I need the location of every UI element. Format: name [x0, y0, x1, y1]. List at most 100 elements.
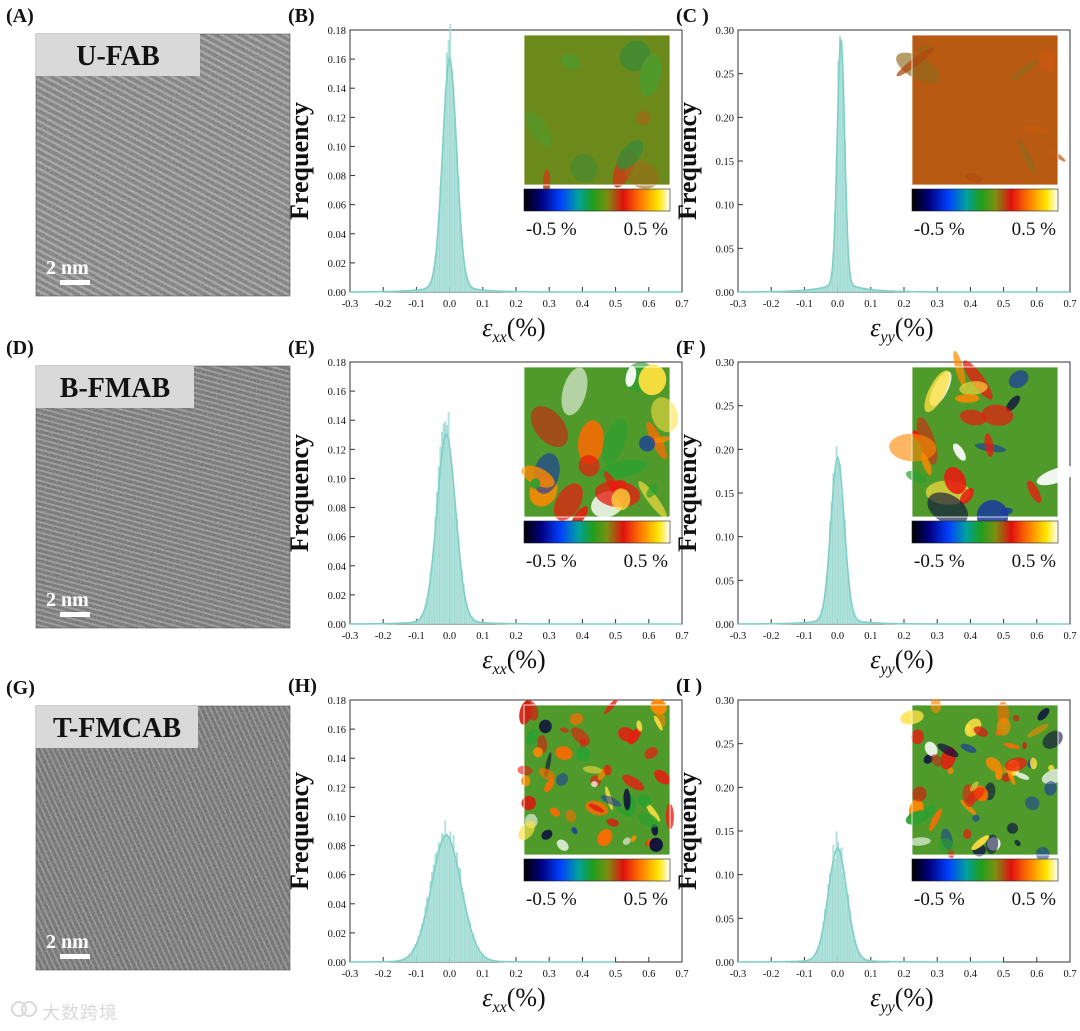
colorbar	[523, 520, 671, 544]
x-tick-label: 0.2	[509, 299, 522, 310]
strain-feature	[630, 835, 637, 843]
x-tick-label: -0.1	[796, 299, 813, 310]
strain-feature	[623, 788, 631, 811]
tem-panel: (A) U-FAB 2 nm	[6, 5, 291, 297]
histogram-bar	[469, 922, 472, 963]
strain-feature	[969, 781, 979, 792]
histogram-plot: (E) 0.00 0.02 0.04 0.06 0.08 0.10 0.12 0.14 0.16 0…	[285, 337, 689, 678]
histogram-bar	[447, 836, 450, 963]
strain-feature	[1007, 770, 1016, 786]
histogram-bar	[424, 906, 427, 963]
histogram-bar	[830, 869, 833, 963]
strain-feature	[644, 747, 658, 759]
y-tick-label: 0.12	[328, 113, 346, 124]
x-tick-label: 0.4	[576, 299, 590, 310]
strain-feature	[521, 795, 536, 811]
histogram-bar	[442, 423, 445, 625]
x-tick-label: 0.2	[897, 969, 910, 980]
x-tick-label: 0.5	[997, 969, 1010, 980]
strain-feature	[645, 802, 661, 822]
strain-feature	[1005, 395, 1021, 412]
x-tick-label: 0.0	[831, 631, 844, 642]
strain-feature	[578, 420, 604, 465]
y-axis-title: Frequency	[285, 772, 314, 890]
strain-feature	[1000, 507, 1013, 516]
strain-feature	[653, 436, 670, 443]
strain-feature	[1036, 466, 1077, 486]
histogram-bar	[839, 464, 841, 625]
watermark: 大数跨境	[10, 996, 150, 1026]
strain-feature	[947, 767, 954, 775]
strain-feature	[599, 459, 648, 479]
strain-feature	[1041, 768, 1067, 785]
strain-map-background	[912, 705, 1058, 855]
sample-label-box	[36, 366, 194, 408]
x-tick-label: 0.3	[931, 969, 944, 980]
strain-feature	[905, 470, 927, 483]
histogram-bar	[434, 853, 437, 963]
strain-feature	[955, 393, 980, 403]
histogram-bar	[835, 446, 838, 625]
histogram-plot: (F ) 0.00 0.05 0.10 0.15 0.20 0.25 0.30 -0.3 -0.2…	[673, 337, 1077, 678]
strain-feature	[1022, 741, 1027, 750]
strain-feature	[559, 727, 569, 733]
colorbar	[911, 188, 1059, 212]
x-tick-label: 0.2	[509, 631, 522, 642]
fit-curve	[350, 834, 615, 963]
x-tick-label: 0.2	[897, 631, 910, 642]
fit-curve	[737, 455, 1070, 625]
strain-feature	[959, 381, 988, 395]
strain-feature	[530, 406, 568, 448]
strain-feature	[517, 765, 533, 776]
histogram-bar	[437, 466, 440, 625]
histogram-bar	[436, 492, 438, 625]
tem-panel: (D) B-FMAB 2 nm	[6, 337, 291, 629]
histogram-plot: (I ) 0.00 0.05 0.10 0.15 0.20 0.25 0.30 -0.3 -0.2…	[673, 675, 1077, 1016]
strain-feature	[985, 834, 999, 855]
strain-feature	[533, 747, 543, 758]
strain-feature	[1015, 772, 1030, 780]
strain-feature	[981, 404, 1014, 426]
y-tick-label: 0.10	[328, 474, 346, 485]
x-tick-label: 0.4	[964, 299, 978, 310]
strain-feature	[924, 370, 950, 413]
histogram-bar	[446, 425, 448, 625]
colorbar-max-label: 0.5 %	[624, 551, 669, 572]
histogram-bar	[449, 23, 452, 293]
strain-feature	[525, 728, 539, 746]
x-tick-label: 0.5	[997, 299, 1010, 310]
y-tick-label: 0.12	[328, 445, 346, 456]
strain-feature	[1006, 822, 1019, 834]
strain-feature	[985, 757, 1002, 772]
strain-feature	[1038, 48, 1057, 74]
x-axis-title: εyy(%)	[870, 313, 933, 346]
histogram-bar	[431, 872, 433, 963]
scale-bar-label: 2 nm	[46, 931, 89, 953]
strain-feature	[650, 699, 667, 715]
y-tick-label: 0.12	[328, 783, 346, 794]
strain-map-inset: -0.5 % 0.5 %	[900, 698, 1067, 910]
x-tick-label: 0.4	[964, 631, 978, 642]
strain-feature	[959, 409, 987, 426]
histogram-bar	[844, 881, 846, 963]
panel-label: (D)	[6, 337, 34, 359]
histogram-bar	[454, 859, 457, 963]
x-tick-label: 0.7	[1063, 631, 1076, 642]
panel-label: (H)	[288, 675, 317, 697]
x-tick-label: -0.3	[730, 969, 747, 980]
y-axis-title: Frequency	[673, 102, 702, 220]
colorbar	[911, 520, 1059, 544]
histogram-bar	[459, 868, 462, 963]
x-tick-label: 0.1	[476, 969, 489, 980]
x-tick-label: -0.3	[342, 631, 359, 642]
y-tick-label: 0.00	[716, 958, 734, 969]
strain-feature	[646, 484, 658, 498]
x-tick-label: 0.4	[576, 969, 590, 980]
colorbar-min-label: -0.5 %	[526, 889, 577, 910]
y-tick-label: 0.15	[716, 827, 734, 838]
histogram-bar	[441, 833, 443, 963]
histogram-bar	[462, 892, 465, 963]
strain-feature	[521, 775, 531, 787]
y-tick-label: 0.30	[716, 358, 734, 369]
strain-feature	[938, 838, 954, 854]
